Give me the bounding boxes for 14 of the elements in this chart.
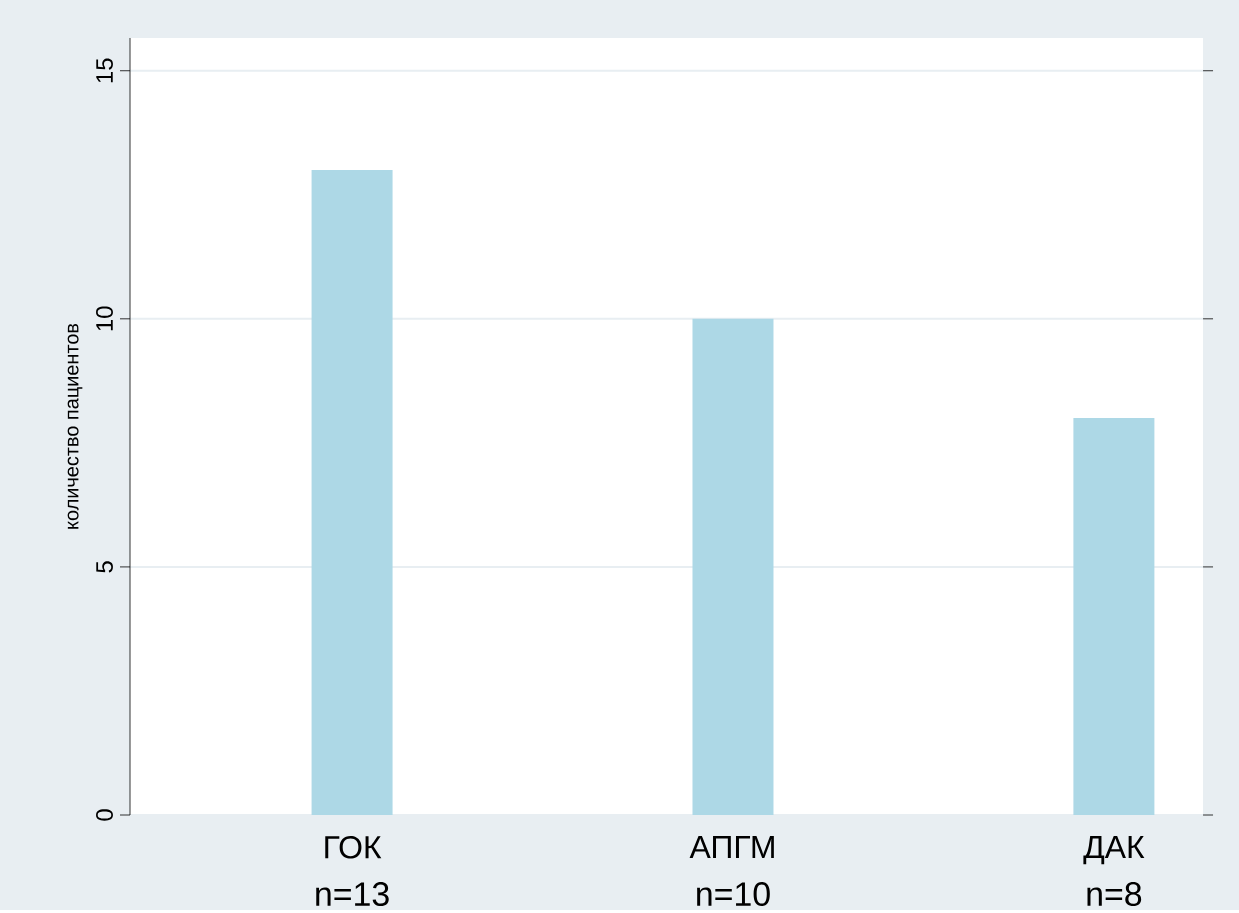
- text: n=13: [316, 882, 389, 907]
- text: n=10: [697, 882, 770, 907]
- bar: [1073, 418, 1155, 816]
- x-tick-label: АПГМ: [689, 836, 774, 859]
- x-tick-label: ГОК: [325, 836, 382, 859]
- y-axis-title: количество пациентов: [67, 324, 83, 529]
- text: n=8: [1087, 882, 1142, 907]
- y-tick-label: 10: [96, 306, 113, 331]
- y-tick-label: 0: [96, 809, 113, 821]
- y-tick-label: 15: [96, 58, 113, 83]
- x-tick-label: ДАК: [1083, 836, 1145, 865]
- bar: [692, 318, 774, 816]
- bar: [311, 170, 393, 816]
- y-tick-label: 5: [96, 561, 113, 573]
